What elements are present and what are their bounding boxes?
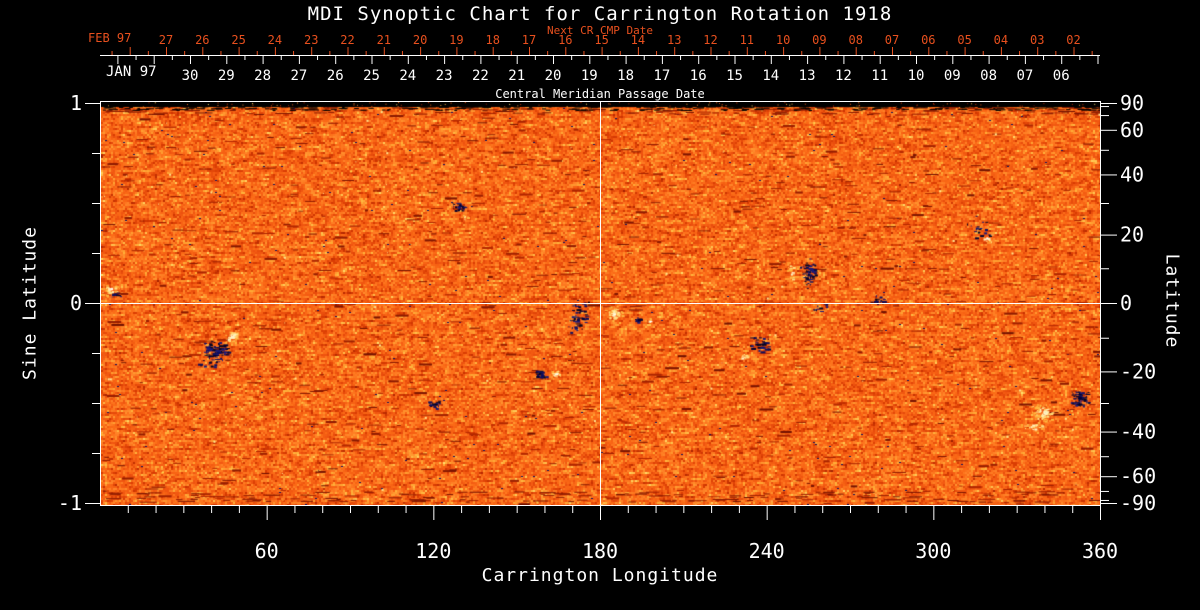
white-day-label: 10 [908, 68, 925, 84]
white-day-label: 06 [1053, 68, 1070, 84]
red-day-label: 19 [449, 33, 463, 47]
longitude-tick-label: 120 [415, 539, 451, 563]
white-day-label: 24 [399, 68, 416, 84]
red-day-label: 14 [631, 33, 645, 47]
white-day-label: 21 [508, 68, 525, 84]
white-day-label: 29 [218, 68, 235, 84]
white-day-label: 23 [436, 68, 453, 84]
right-axis-title: Latitude [1161, 253, 1183, 349]
central-meridian-passage-label: Central Meridian Passage Date [495, 87, 705, 101]
red-day-label: 10 [776, 33, 790, 47]
latitude-tick-label: -40 [1120, 420, 1156, 444]
red-day-label: 27 [159, 33, 173, 47]
white-day-label: 15 [726, 68, 743, 84]
red-day-label: 13 [667, 33, 681, 47]
red-day-label: 09 [812, 33, 826, 47]
red-day-label: 26 [195, 33, 209, 47]
red-day-label: 11 [740, 33, 754, 47]
red-day-label: 24 [268, 33, 282, 47]
white-day-label: 30 [182, 68, 199, 84]
white-day-label: 12 [835, 68, 852, 84]
white-day-label: 11 [871, 68, 888, 84]
white-day-label: 27 [290, 68, 307, 84]
longitude-tick-label: 300 [915, 539, 951, 563]
red-day-label: 22 [340, 33, 354, 47]
red-day-label: 12 [703, 33, 717, 47]
sine-latitude-tick-label: 0 [70, 291, 82, 315]
longitude-tick-label: 360 [1082, 539, 1118, 563]
red-day-label: 08 [848, 33, 862, 47]
red-axis-month-label: FEB 97 [88, 31, 132, 45]
latitude-tick-label: -90 [1120, 491, 1156, 515]
white-axis-month-label: JAN 97 [106, 64, 157, 80]
white-day-label: 19 [581, 68, 598, 84]
next-cr-cmp-date-label: Next CR CMP Date [547, 24, 653, 37]
red-day-label: 07 [885, 33, 899, 47]
latitude-tick-label: -20 [1120, 359, 1156, 383]
white-day-label: 14 [762, 68, 779, 84]
red-day-label: 17 [522, 33, 536, 47]
chart-title: MDI Synoptic Chart for Carrington Rotati… [307, 3, 893, 25]
longitude-tick-label: 60 [255, 539, 279, 563]
white-day-label: 20 [545, 68, 562, 84]
red-day-label: 03 [1030, 33, 1044, 47]
white-day-label: 13 [799, 68, 816, 84]
left-axis-title: Sine Latitude [19, 226, 41, 380]
latitude-tick-label: 0 [1120, 291, 1132, 315]
red-day-label: 21 [377, 33, 391, 47]
sine-latitude-tick-label: -1 [58, 491, 82, 515]
red-day-label: 16 [558, 33, 572, 47]
latitude-tick-label: 20 [1120, 223, 1144, 247]
latitude-tick-label: 40 [1120, 162, 1144, 186]
latitude-tick-label: 60 [1120, 118, 1144, 142]
white-day-label: 22 [472, 68, 489, 84]
white-day-label: 08 [980, 68, 997, 84]
red-day-label: 20 [413, 33, 427, 47]
red-day-label: 18 [485, 33, 499, 47]
white-day-label: 26 [327, 68, 344, 84]
red-day-label: 02 [1066, 33, 1080, 47]
sine-latitude-tick-label: 1 [70, 91, 82, 115]
white-day-label: 16 [690, 68, 707, 84]
red-day-label: 06 [921, 33, 935, 47]
longitude-tick-label: 180 [582, 539, 618, 563]
red-day-label: 25 [231, 33, 245, 47]
x-axis-title: Carrington Longitude [481, 565, 719, 586]
white-day-label: 28 [254, 68, 271, 84]
red-day-label: 23 [304, 33, 318, 47]
white-day-label: 17 [653, 68, 670, 84]
latitude-tick-label: -60 [1120, 464, 1156, 488]
longitude-tick-label: 240 [749, 539, 785, 563]
white-day-label: 25 [363, 68, 380, 84]
red-day-label: 05 [957, 33, 971, 47]
white-day-label: 09 [944, 68, 961, 84]
latitude-tick-label: 90 [1120, 91, 1144, 115]
white-day-label: 07 [1016, 68, 1033, 84]
red-day-label: 04 [994, 33, 1008, 47]
white-day-label: 18 [617, 68, 634, 84]
red-day-label: 15 [594, 33, 608, 47]
